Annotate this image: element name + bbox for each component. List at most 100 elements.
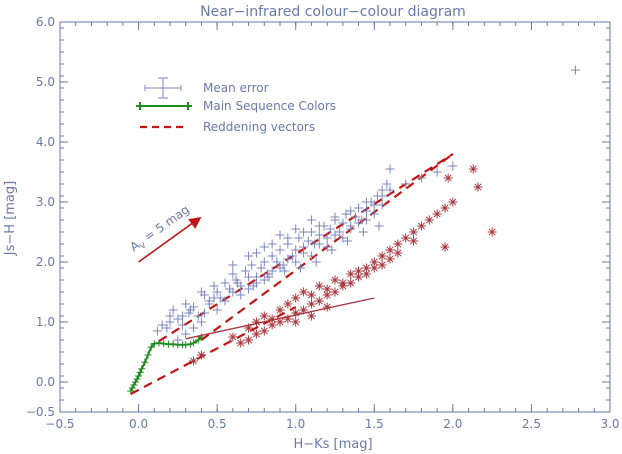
- main-sequence-point: [150, 340, 158, 348]
- plus-point: [247, 260, 257, 270]
- x-tick-label: −0.5: [45, 417, 74, 431]
- asterisk-ray: [444, 174, 452, 182]
- x-tick-label: 2.0: [443, 417, 462, 431]
- plus-point: [212, 305, 222, 315]
- asterisk-point: [443, 173, 453, 183]
- asterisk-ray: [370, 264, 378, 272]
- asterisk-ray: [474, 183, 482, 191]
- asterisk-point: [409, 227, 419, 237]
- plus-point: [314, 221, 324, 231]
- asterisk-point: [306, 311, 316, 321]
- asterisk-point: [440, 203, 450, 213]
- plus-point: [228, 260, 238, 270]
- x-axis-ticks: −0.5 0.0 0.5 1.0 1.5 2.0 2.5 3.0: [45, 22, 620, 431]
- plus-point: [173, 335, 183, 345]
- asterisk-point: [291, 308, 301, 318]
- asterisk-point: [275, 305, 285, 315]
- asterisk-point: [346, 278, 356, 288]
- plus-point: [267, 239, 277, 249]
- plus-point: [185, 305, 195, 315]
- asterisk-point: [299, 305, 309, 315]
- plus-point: [306, 215, 316, 225]
- asterisk-ray: [284, 315, 292, 323]
- main-sequence-point: [194, 336, 202, 344]
- asterisk-ray: [386, 246, 394, 254]
- y-tick-label: 6.0: [36, 15, 55, 29]
- plus-point: [354, 218, 364, 228]
- asterisk-point: [377, 251, 387, 261]
- asterisk-ray: [347, 270, 355, 278]
- asterisk-ray: [300, 288, 308, 296]
- asterisk-ray: [362, 264, 370, 272]
- asterisk-ray: [469, 165, 477, 173]
- main-sequence-point: [136, 368, 144, 376]
- asterisk-ray: [284, 300, 292, 308]
- plot-border: [59, 21, 611, 413]
- plus-point: [369, 200, 379, 210]
- asterisk-point: [432, 209, 442, 219]
- asterisk-point: [189, 356, 199, 366]
- plus-point: [303, 236, 313, 246]
- asterisk-point: [338, 281, 348, 291]
- asterisk-point: [401, 233, 411, 243]
- plus-point: [259, 257, 269, 267]
- asterisk-point: [448, 197, 458, 207]
- asterisk-ray: [268, 315, 276, 323]
- main-sequence-point: [141, 358, 149, 366]
- asterisk-point: [369, 263, 379, 273]
- asterisk-ray: [331, 276, 339, 284]
- plus-point: [259, 242, 269, 252]
- asterisk-ray: [292, 318, 300, 326]
- plus-point: [346, 224, 356, 234]
- plus-point: [448, 161, 458, 171]
- plus-point: [291, 224, 301, 234]
- plus-point: [193, 311, 203, 321]
- y-tick-label: −0.5: [26, 405, 55, 419]
- y-tick-label: 1.0: [36, 315, 55, 329]
- asterisk-ray: [378, 252, 386, 260]
- asterisk-point: [385, 245, 395, 255]
- plus-point: [369, 209, 379, 219]
- plus-point: [189, 323, 199, 333]
- plus-point: [275, 263, 285, 273]
- asterisk-ray: [339, 282, 347, 290]
- asterisk-ray: [276, 318, 284, 326]
- asterisk-ray: [245, 336, 253, 344]
- main-sequence-point: [160, 340, 168, 348]
- plus-point: [385, 185, 395, 195]
- asterisk-ray: [433, 210, 441, 218]
- asterisk-point: [314, 281, 324, 291]
- asterisk-point: [314, 296, 324, 306]
- asterisk-point: [299, 287, 309, 297]
- plus-point: [294, 233, 304, 243]
- plus-point: [200, 308, 210, 318]
- asterisk-ray: [449, 198, 457, 206]
- plus-point: [306, 251, 316, 261]
- asterisk-ray: [323, 285, 331, 293]
- x-axis-label: H−Ks [mag]: [293, 437, 372, 452]
- asterisk-point: [196, 350, 206, 360]
- plus-point: [233, 278, 243, 288]
- x-tick-label: 1.5: [365, 417, 384, 431]
- asterisk-ray: [197, 351, 205, 359]
- asterisk-ray: [417, 222, 425, 230]
- plus-point: [248, 281, 258, 291]
- plus-point: [338, 233, 348, 243]
- asterisk-ray: [307, 312, 315, 320]
- main-sequence-point: [138, 365, 146, 373]
- plus-point: [267, 251, 277, 261]
- asterisk-point: [416, 221, 426, 231]
- plus-point: [291, 257, 301, 267]
- plus-point: [377, 200, 387, 210]
- main-sequence-point: [133, 375, 141, 383]
- plus-point: [251, 248, 261, 258]
- plot-frame: [59, 21, 611, 413]
- asterisk-point: [283, 314, 293, 324]
- plus-point: [173, 314, 183, 324]
- plus-point: [295, 263, 305, 273]
- asterisk-point: [322, 290, 332, 300]
- plus-point: [220, 296, 230, 306]
- plus-point: [322, 242, 332, 252]
- plus-point: [385, 164, 395, 174]
- plus-point: [209, 281, 219, 291]
